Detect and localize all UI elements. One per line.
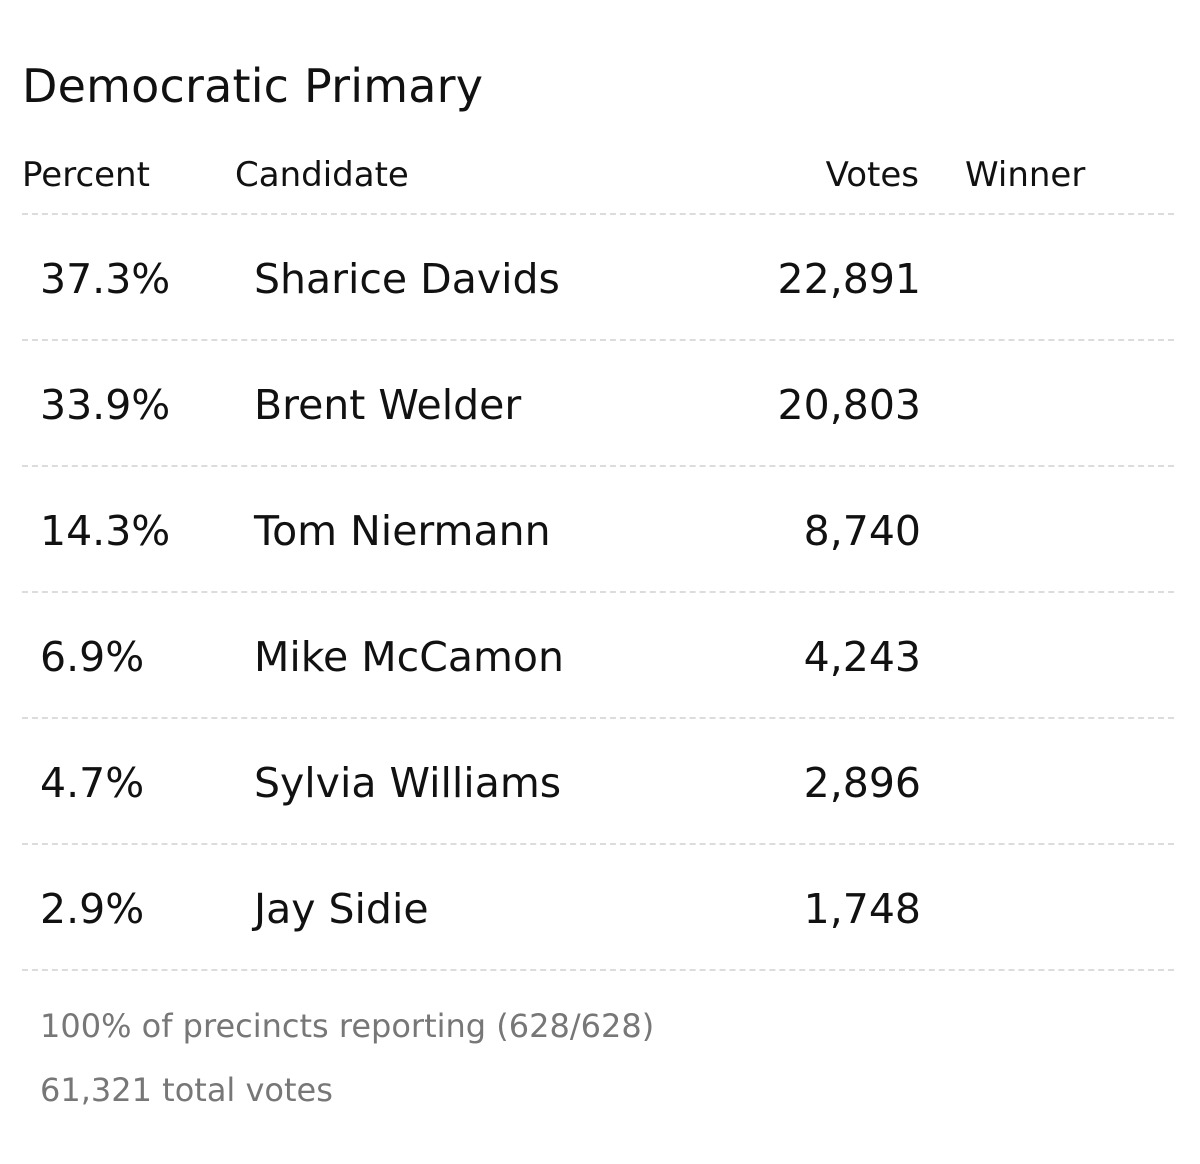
candidate-cell: Tom Niermann	[254, 507, 551, 555]
table-row: 33.9% Brent Welder 20,803	[22, 341, 1174, 467]
candidate-cell: Sharice Davids	[254, 255, 560, 303]
column-header-percent: Percent	[22, 155, 150, 195]
percent-cell: 4.7%	[40, 759, 145, 807]
column-header-candidate: Candidate	[235, 155, 409, 195]
column-header-votes: Votes	[825, 155, 919, 195]
table-row: 2.9% Jay Sidie 1,748	[22, 845, 1174, 971]
total-votes-text: 61,321 total votes	[40, 1071, 333, 1109]
precincts-reporting-text: 100% of precincts reporting (628/628)	[40, 1007, 655, 1045]
candidate-cell: Mike McCamon	[254, 633, 564, 681]
percent-cell: 37.3%	[40, 255, 171, 303]
page-title: Democratic Primary	[22, 59, 484, 113]
results-footer: 100% of precincts reporting (628/628) 61…	[40, 1003, 654, 1131]
table-header-row: Percent Candidate Votes Winner	[22, 145, 1174, 215]
candidate-cell: Jay Sidie	[254, 885, 429, 933]
candidate-cell: Sylvia Williams	[254, 759, 562, 807]
table-row: 6.9% Mike McCamon 4,243	[22, 593, 1174, 719]
votes-cell: 20,803	[777, 381, 921, 429]
table-row: 37.3% Sharice Davids 22,891	[22, 215, 1174, 341]
percent-cell: 6.9%	[40, 633, 145, 681]
percent-cell: 14.3%	[40, 507, 171, 555]
percent-cell: 33.9%	[40, 381, 171, 429]
column-header-winner: Winner	[965, 155, 1086, 195]
results-table: Percent Candidate Votes Winner 37.3% Sha…	[22, 145, 1174, 971]
votes-cell: 8,740	[803, 507, 921, 555]
votes-cell: 22,891	[777, 255, 921, 303]
table-row: 14.3% Tom Niermann 8,740	[22, 467, 1174, 593]
candidate-cell: Brent Welder	[254, 381, 522, 429]
percent-cell: 2.9%	[40, 885, 145, 933]
votes-cell: 4,243	[803, 633, 921, 681]
votes-cell: 2,896	[803, 759, 921, 807]
table-row: 4.7% Sylvia Williams 2,896	[22, 719, 1174, 845]
votes-cell: 1,748	[803, 885, 921, 933]
